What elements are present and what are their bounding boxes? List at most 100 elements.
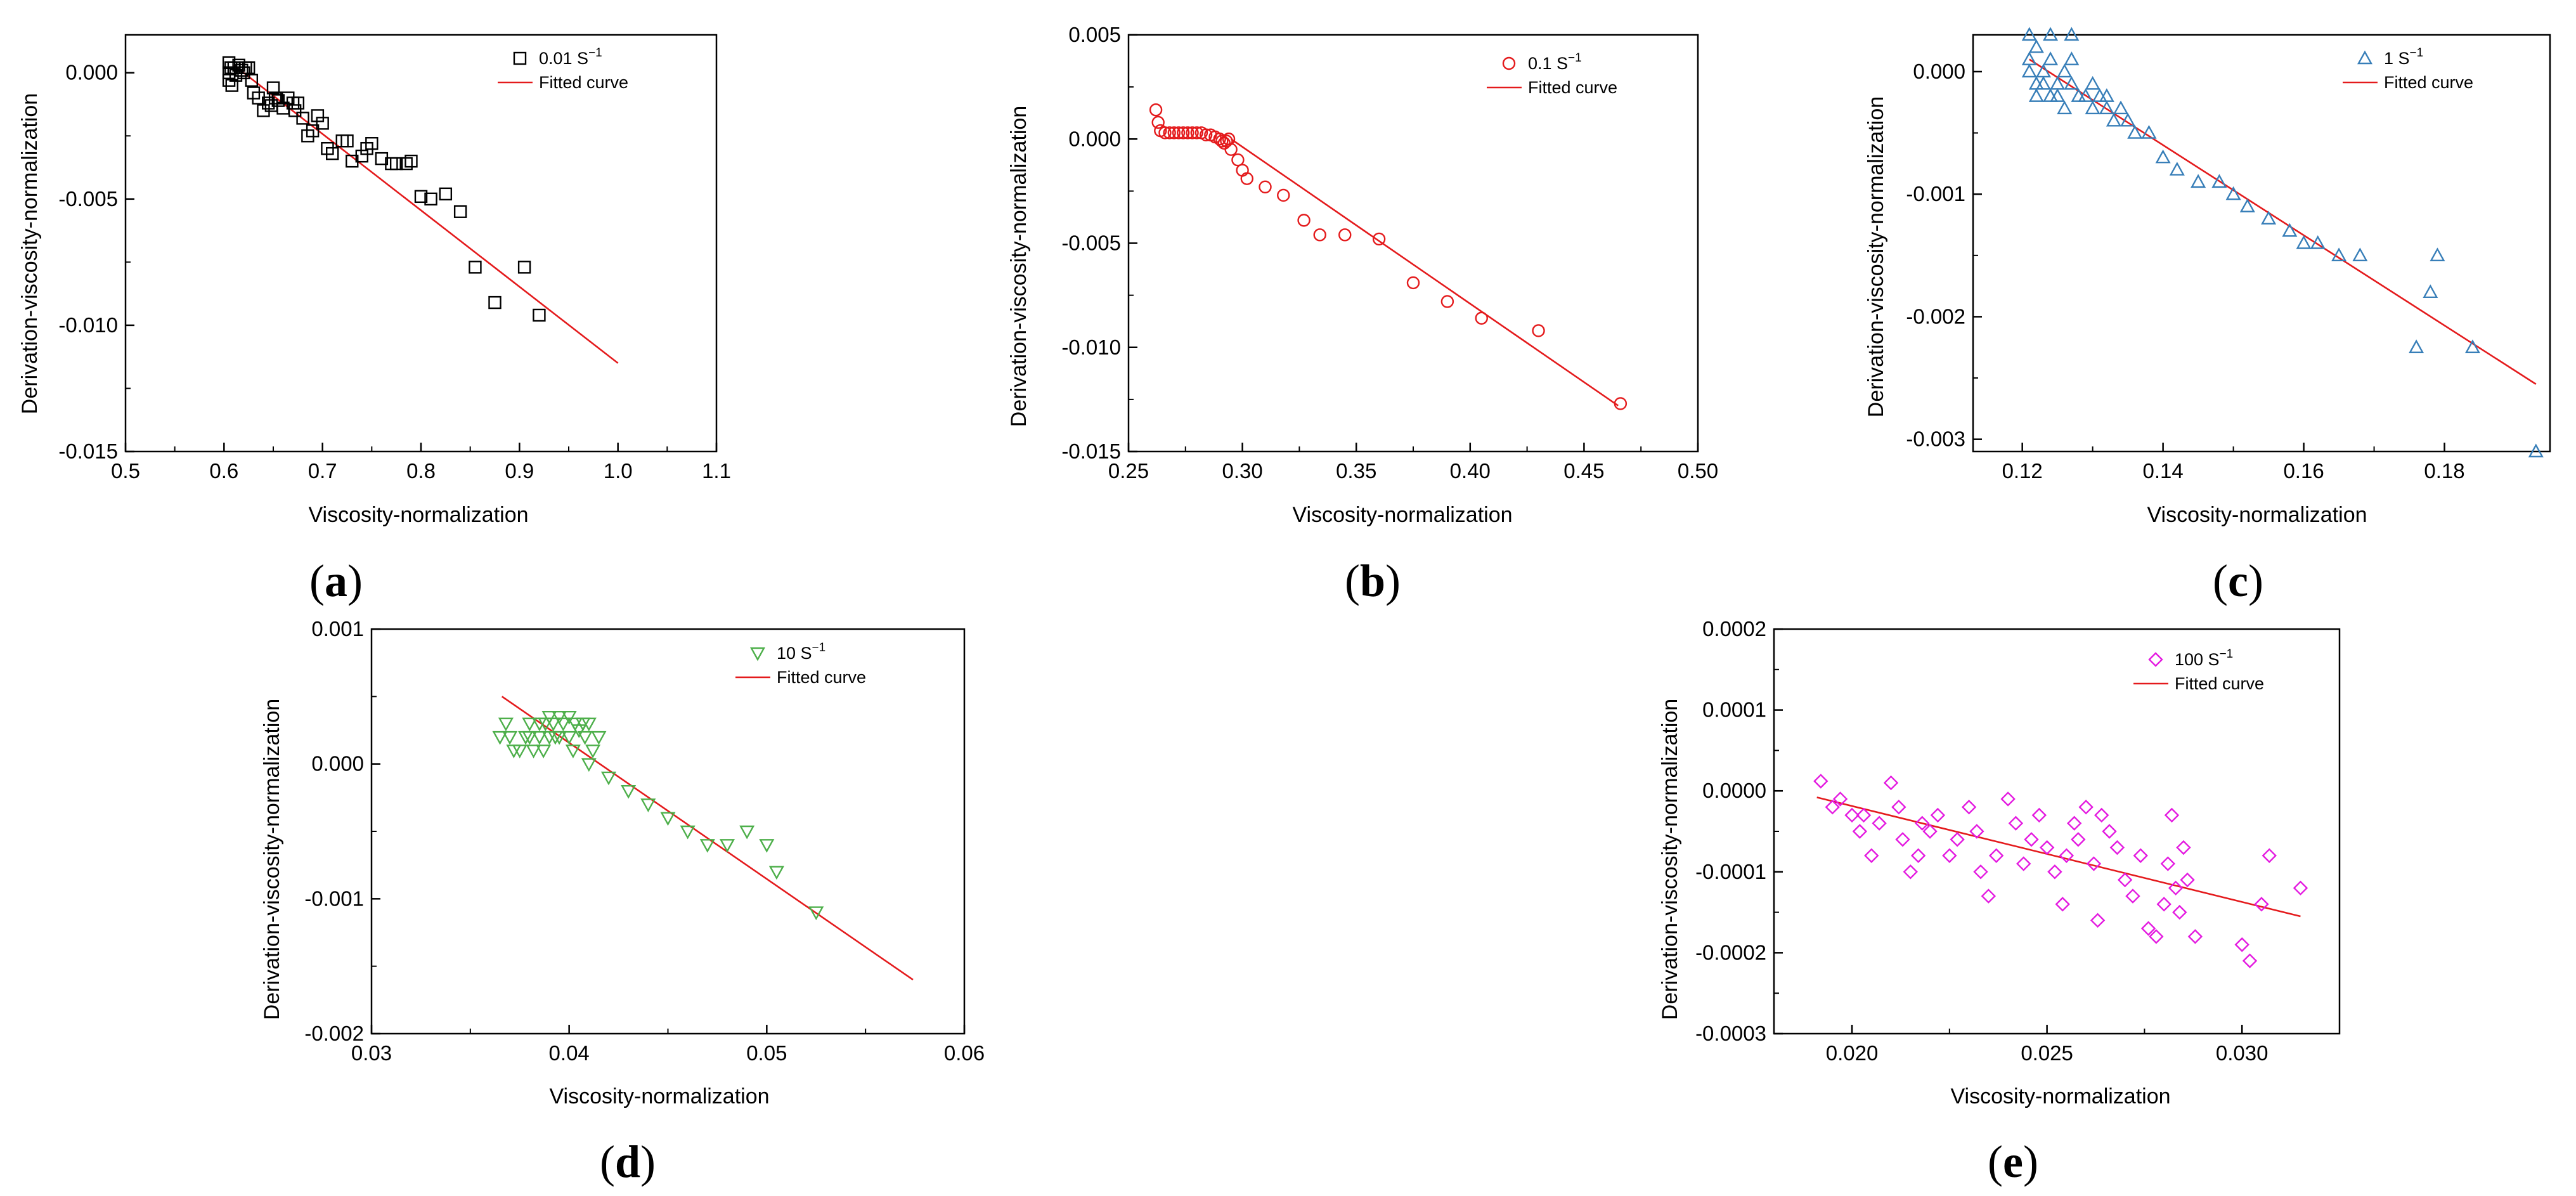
data-point: [271, 94, 285, 107]
fitted-curve: [1816, 796, 2301, 918]
fitted-curve: [1230, 138, 1619, 406]
x-tick-label: 0.18: [2424, 459, 2464, 483]
data-point: [1614, 397, 1628, 410]
data-point: [585, 744, 601, 758]
data-point: [1224, 143, 1238, 156]
data-point: [245, 74, 259, 87]
data-point: [469, 261, 482, 274]
data-point: [1883, 775, 1899, 791]
legend-unit-superscript: −1: [2220, 647, 2234, 661]
x-tick-label: 0.030: [2216, 1041, 2269, 1065]
panel-b-ylabel: Derivation-viscosity-normalization: [1007, 106, 1031, 427]
data-point: [2064, 51, 2080, 65]
data-point: [552, 711, 567, 725]
data-point: [1190, 126, 1203, 140]
legend-fit-label: Fitted curve: [2384, 73, 2473, 92]
plot-d: 0.03 0.04 0.05 0.06 0.001 0.000 -0.001 -0.002 10…: [304, 617, 985, 1065]
data-point: [424, 192, 437, 206]
data-point: [522, 717, 538, 732]
data-point: [2050, 75, 2066, 90]
panel-label-d: (d): [600, 1136, 656, 1187]
x-tick-label: 0.05: [746, 1041, 787, 1065]
legend-unit-superscript: −1: [588, 46, 602, 60]
data-point: [2423, 284, 2438, 298]
data-point: [591, 731, 607, 745]
data-point: [296, 112, 309, 125]
y-tick-label: -0.003: [1906, 427, 1965, 451]
data-point: [365, 137, 379, 150]
x-tick-label: 0.40: [1450, 459, 1491, 483]
data-point: [1406, 276, 1420, 290]
data-point: [1213, 133, 1226, 146]
x-tick-label: 0.03: [351, 1041, 392, 1065]
data-point: [2254, 897, 2269, 912]
data-point: [1259, 180, 1272, 194]
data-point: [1215, 134, 1229, 148]
y-tick-label: 0.000: [65, 61, 118, 84]
legend-marker: [2148, 652, 2163, 667]
data-point: [488, 296, 502, 309]
y-tick-label: 0.0001: [1702, 698, 1766, 722]
plot-frame: [124, 34, 718, 453]
data-point: [561, 711, 577, 725]
legend-fit-label: Fitted curve: [539, 73, 628, 92]
data-point: [266, 81, 280, 94]
data-point: [577, 731, 593, 745]
data-point: [759, 839, 775, 853]
data-point: [399, 157, 413, 171]
data-point: [2168, 880, 2184, 896]
plot-e: 0.020 0.025 0.030 0.0002 0.0001 0.0000 -0.0001…: [1695, 617, 2341, 1065]
data-point: [2078, 800, 2094, 815]
legend-series-label: 10 S−1: [777, 641, 825, 663]
legend-fit-label: Fitted curve: [1528, 78, 1617, 97]
data-point: [2239, 198, 2255, 212]
data-point: [1151, 115, 1165, 129]
data-point: [2109, 840, 2125, 855]
data-point: [1186, 126, 1199, 140]
data-point: [2140, 921, 2156, 936]
y-tick-label: 0.0002: [1702, 617, 1766, 640]
data-point: [541, 711, 557, 725]
x-axis-title: Viscosity-normalization: [308, 503, 528, 527]
data-point: [2430, 247, 2445, 262]
plot-b: 0.25 0.30 0.35 0.40 0.45 0.50 0.005 0.000 -0.005…: [1061, 23, 1718, 483]
data-point: [1961, 800, 1977, 815]
panel-b: Derivation-viscosity-normalization Visco…: [1007, 106, 1513, 606]
x-axis-title: Viscosity-normalization: [1292, 503, 1512, 527]
data-point: [225, 79, 238, 92]
panel-a: Derivation-viscosity-normalization Visco…: [18, 93, 529, 606]
plot-frame: [1127, 34, 1699, 453]
data-point: [1277, 188, 1290, 202]
data-point: [1163, 126, 1176, 140]
data-point: [1297, 214, 1311, 227]
data-point: [2071, 832, 2086, 847]
x-tick-label: 0.020: [1826, 1041, 1879, 1065]
data-point: [2016, 856, 2031, 871]
data-point: [1158, 126, 1172, 140]
y-axis-title: Derivation-viscosity-normalization: [1658, 699, 1682, 1020]
data-point: [405, 154, 418, 168]
panel-label-b: (b): [1345, 556, 1401, 606]
data-point: [768, 866, 784, 880]
data-point: [2035, 75, 2052, 90]
data-point: [1440, 295, 1454, 308]
data-point: [2261, 211, 2277, 225]
data-point: [1915, 816, 1930, 831]
data-point: [2176, 840, 2191, 855]
data-point: [2086, 856, 2102, 871]
y-tick-label: 0.000: [311, 752, 364, 776]
y-axis-title: Derivation-viscosity-normalization: [1007, 106, 1031, 427]
data-point: [1922, 824, 1938, 839]
plot-frame: [1972, 34, 2551, 453]
data-point: [316, 117, 329, 130]
data-point: [719, 839, 735, 853]
data-point: [2055, 897, 2070, 912]
data-point: [1199, 128, 1213, 141]
x-tick-label: 0.9: [505, 459, 534, 483]
data-point: [526, 744, 541, 758]
data-point: [2155, 149, 2171, 164]
data-point: [2141, 125, 2157, 139]
plot-a: 0.5 0.6 0.7 0.8 0.9 1.0 1.1 0.000 -0.005 -0.010 -0…: [58, 34, 731, 483]
x-tick-label: 0.6: [209, 459, 238, 483]
